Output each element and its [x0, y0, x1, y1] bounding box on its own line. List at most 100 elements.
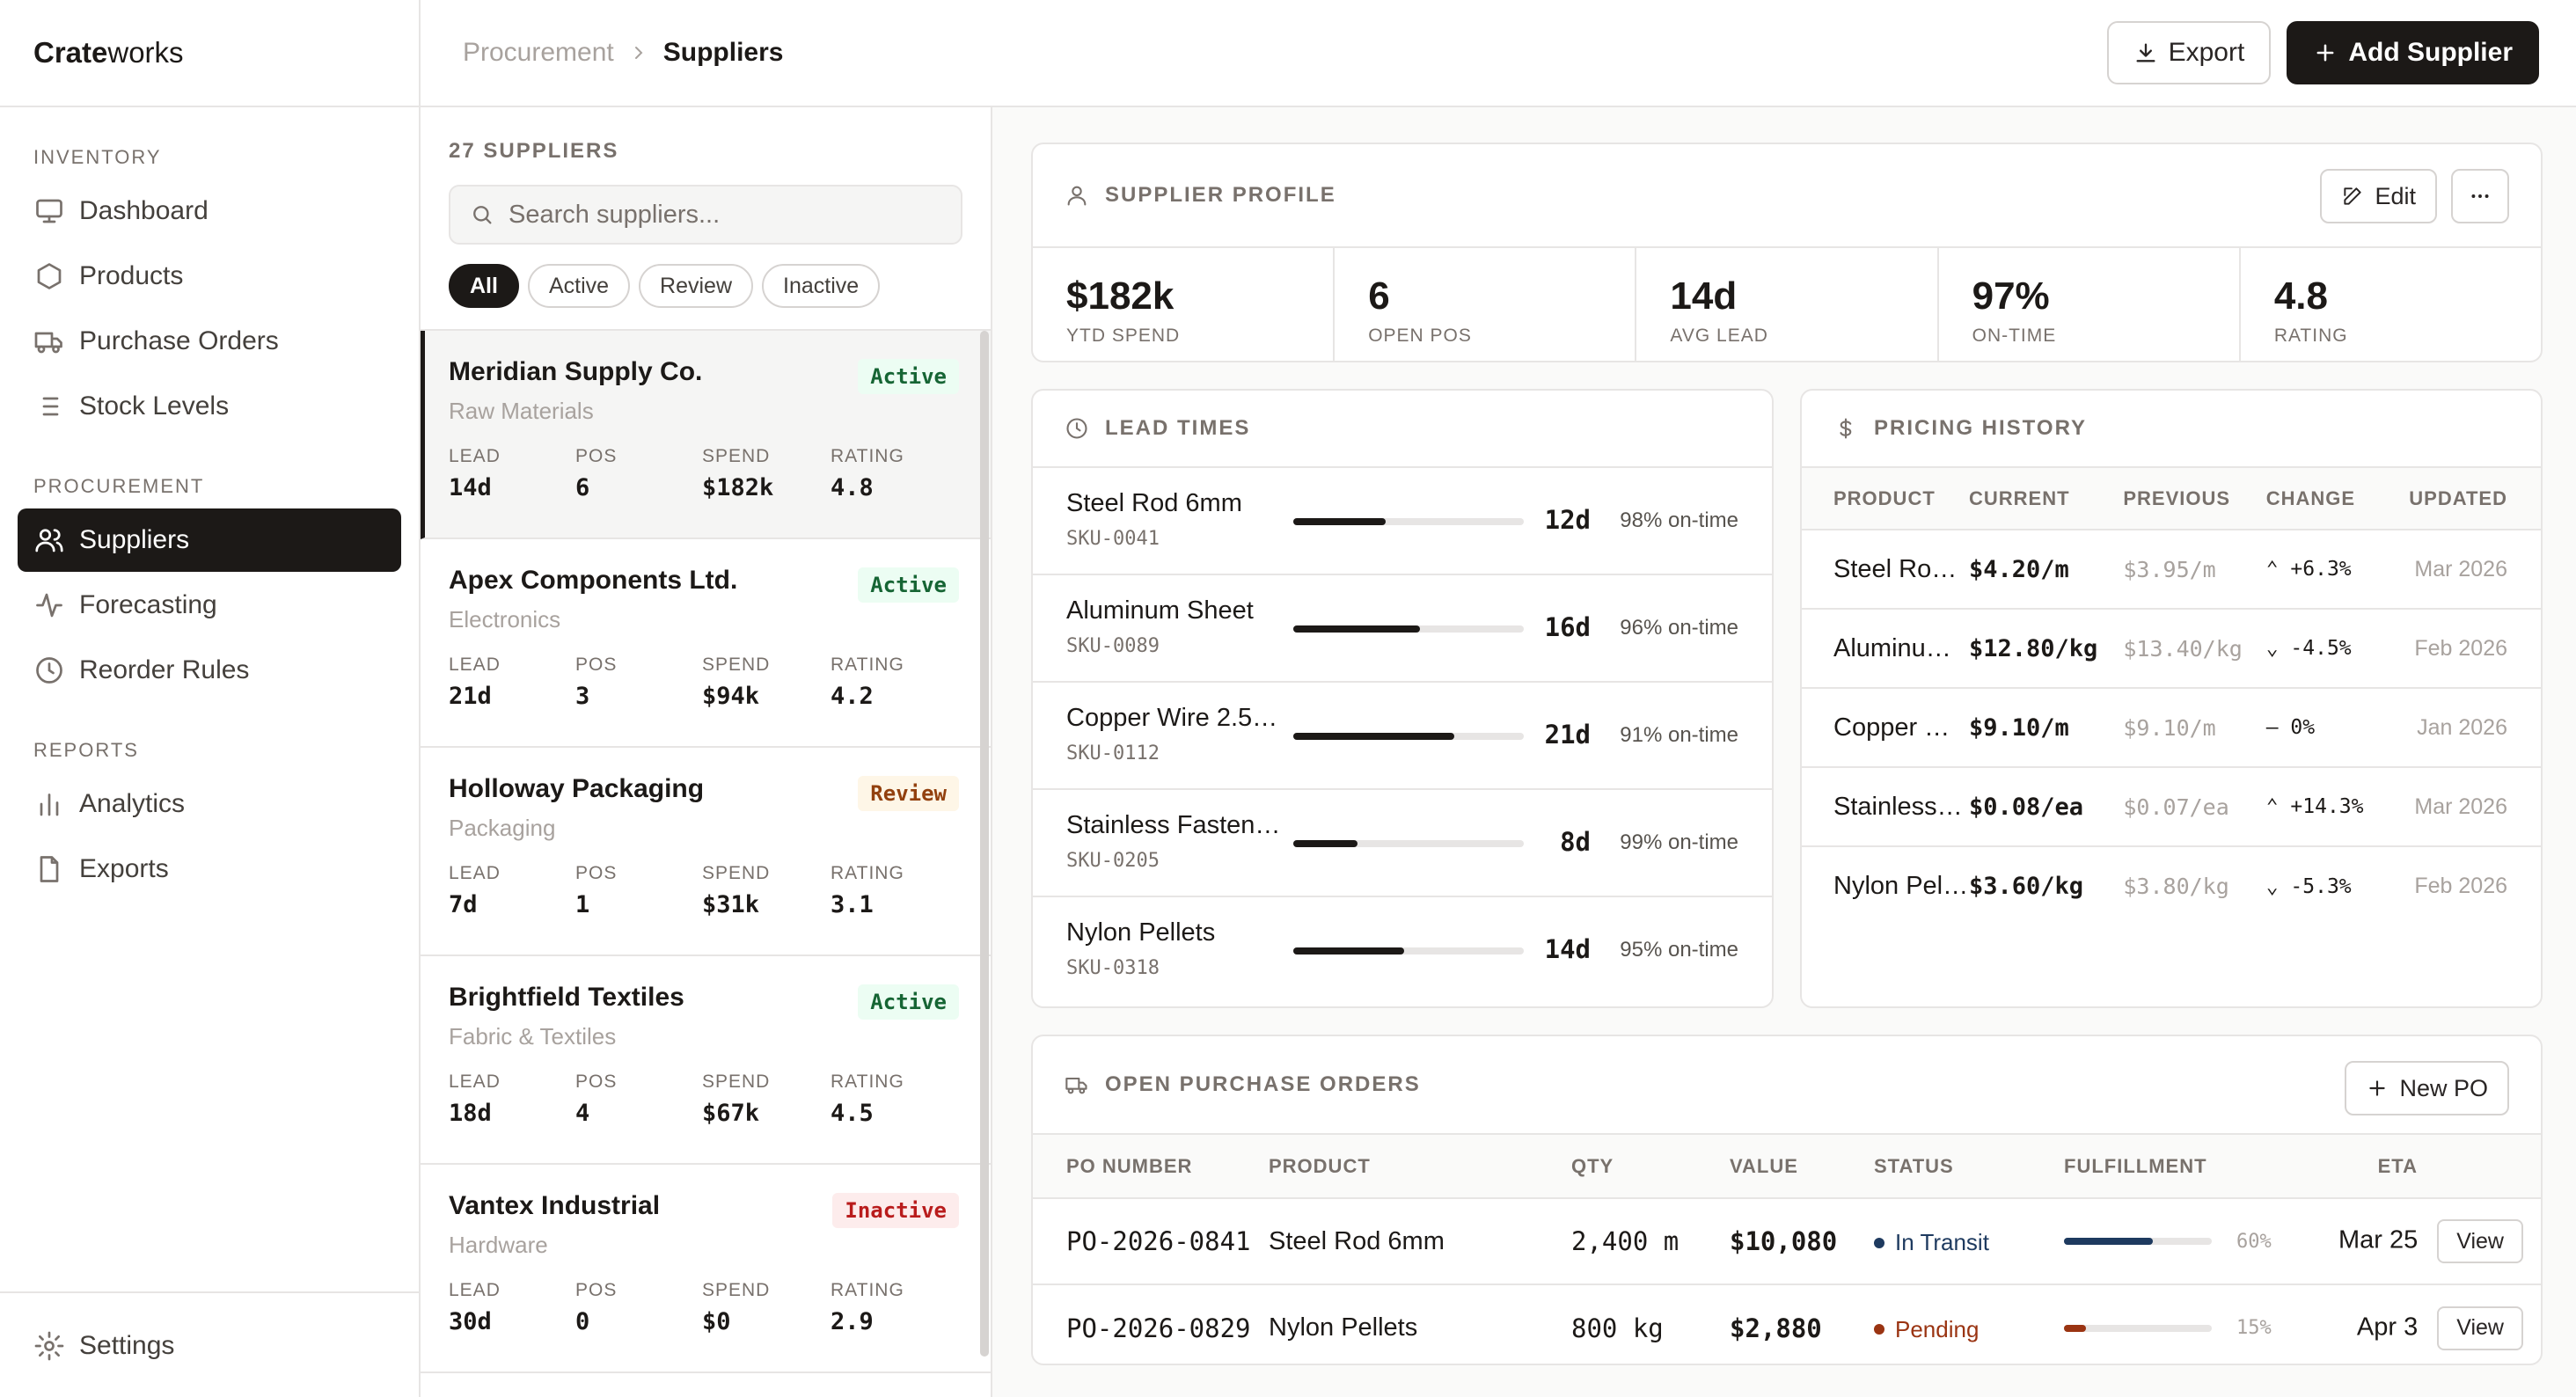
new-po-button[interactable]: New PO	[2345, 1061, 2509, 1115]
lead-row: Nylon Pellets SKU-0318 14d 95% on-time	[1033, 897, 1772, 1005]
brand-logo[interactable]: Crate works	[0, 0, 419, 107]
orders-header-row: PO NUMBER PRODUCT QTY VALUE STATUS FULFI…	[1033, 1135, 2541, 1199]
lead-on-time: 96% on-time	[1620, 616, 1738, 640]
col-fulfillment[interactable]: FULFILLMENT	[2064, 1135, 2302, 1199]
sidebar-item-reorder-rules[interactable]: Reorder Rules	[18, 639, 401, 702]
metric-value: 0	[575, 1308, 590, 1335]
metric-label: LEAD	[449, 1072, 501, 1092]
filter-active[interactable]: Active	[527, 264, 631, 308]
stat-value: 97%	[1972, 274, 2050, 318]
col-eta[interactable]: ETA	[2302, 1135, 2541, 1199]
list-scrollbar[interactable]	[980, 331, 989, 1357]
col-previous[interactable]: PREVIOUS	[2123, 468, 2266, 530]
chevron-right-icon	[634, 47, 643, 59]
price-change: ⌃ +6.3%	[2265, 530, 2383, 610]
supplier-card[interactable]: Meridian Supply Co. Raw Materials Active…	[421, 331, 991, 539]
sidebar-item-dashboard[interactable]: Dashboard	[18, 179, 401, 243]
sidebar-item-forecasting[interactable]: Forecasting	[18, 574, 401, 637]
price-previous: $13.40/kg	[2123, 609, 2266, 689]
table-row[interactable]: PO-2026-0841 Steel Rod 6mm 2,400 m $10,0…	[1033, 1198, 2541, 1285]
fulfillment-percent: 60%	[2236, 1230, 2272, 1253]
supplier-card[interactable]: Brightfield Textiles Fabric & Textiles A…	[421, 956, 991, 1165]
metric-lead: LEAD 18d	[449, 1072, 575, 1127]
col-value[interactable]: VALUE	[1730, 1135, 1874, 1199]
clock-icon	[1066, 418, 1087, 439]
price-change-value: -4.5%	[2290, 637, 2352, 660]
breadcrumb-procurement[interactable]: Procurement	[463, 38, 614, 67]
status-badge: Active	[858, 984, 959, 1020]
metric-label: SPEND	[702, 655, 771, 675]
metric-label: SPEND	[702, 863, 771, 883]
supplier-card[interactable]: Vantex Industrial Hardware Inactive LEAD…	[421, 1165, 991, 1373]
metric-spend: SPEND $0	[702, 1280, 831, 1335]
table-row[interactable]: Nylon Pell… $3.60/kg $3.80/kg ⌄ -5.3% Fe…	[1802, 846, 2541, 925]
pricing-history-title: PRICING HISTORY	[1874, 416, 2088, 440]
metric-value: 7d	[449, 891, 478, 918]
sidebar-item-exports[interactable]: Exports	[18, 837, 401, 901]
supplier-card[interactable]: Holloway Packaging Packaging Review LEAD…	[421, 748, 991, 956]
col-current[interactable]: CURRENT	[1969, 468, 2124, 530]
nav-section-inventory: INVENTORY	[33, 146, 162, 168]
col-change[interactable]: CHANGE	[2265, 468, 2383, 530]
search-box[interactable]	[449, 185, 962, 245]
table-row[interactable]: Stainless … $0.08/ea $0.07/ea ⌃ +14.3% M…	[1802, 767, 2541, 847]
search-input[interactable]	[509, 200, 948, 230]
plus-icon	[2316, 44, 2334, 62]
filter-review[interactable]: Review	[639, 264, 754, 308]
sidebar-item-stock-levels[interactable]: Stock Levels	[18, 375, 401, 438]
po-eta: Apr 3	[2356, 1313, 2419, 1341]
add-supplier-button[interactable]: Add Supplier	[2287, 21, 2539, 84]
export-button[interactable]: Export	[2106, 21, 2272, 84]
more-options-button[interactable]	[2451, 169, 2509, 223]
metric-label: POS	[575, 446, 618, 466]
view-button[interactable]: View	[2437, 1219, 2523, 1263]
lead-bar-track	[1293, 625, 1524, 633]
sidebar-item-label: Exports	[79, 854, 169, 883]
view-button[interactable]: View	[2437, 1306, 2523, 1350]
status-dot	[1874, 1324, 1884, 1335]
fulfillment-percent: 15%	[2236, 1317, 2272, 1339]
table-row[interactable]: PO-2026-0829 Nylon Pellets 800 kg $2,880…	[1033, 1284, 2541, 1364]
col-product[interactable]: PRODUCT	[1269, 1135, 1571, 1199]
sidebar-item-label: Purchase Orders	[79, 326, 279, 355]
price-previous: $9.10/m	[2123, 688, 2266, 768]
sidebar-item-purchase-orders[interactable]: Purchase Orders	[18, 310, 401, 373]
col-po-number[interactable]: PO NUMBER	[1033, 1135, 1269, 1199]
stat-value: 4.8	[2273, 274, 2328, 318]
filter-inactive[interactable]: Inactive	[762, 264, 881, 308]
supplier-category: Hardware	[449, 1232, 548, 1258]
lead-sku: SKU-0089	[1066, 635, 1160, 657]
lead-bar-track	[1293, 518, 1524, 525]
sidebar-item-suppliers[interactable]: Suppliers	[18, 508, 401, 572]
po-status-cell: Pending	[1874, 1284, 2064, 1364]
metric-pos: POS 0	[575, 1280, 702, 1335]
export-button-label: Export	[2168, 38, 2245, 67]
lead-on-time: 98% on-time	[1620, 508, 1738, 532]
col-product[interactable]: PRODUCT	[1802, 468, 1969, 530]
supplier-metrics: LEAD 18d POS 4 SPEND $67k RATING 4.5	[449, 1072, 959, 1127]
table-row[interactable]: Steel Rod … $4.20/m $3.95/m ⌃ +6.3% Mar …	[1802, 530, 2541, 610]
arrow-up-icon: ⌃	[2265, 558, 2291, 581]
lead-days: 8d	[1560, 827, 1591, 857]
stat-open-pos: 6 OPEN POS	[1335, 248, 1637, 361]
dollar-icon	[1840, 418, 1852, 439]
sidebar-item-analytics[interactable]: Analytics	[18, 772, 401, 836]
price-updated: Mar 2026	[2382, 767, 2541, 847]
metric-value: $0	[702, 1308, 731, 1335]
col-updated[interactable]: UPDATED	[2382, 468, 2541, 530]
sidebar-item-products[interactable]: Products	[18, 245, 401, 308]
supplier-card[interactable]: Apex Components Ltd. Electronics Active …	[421, 539, 991, 748]
table-row[interactable]: Aluminum… $12.80/kg $13.40/kg ⌄ -4.5% Fe…	[1802, 609, 2541, 689]
metric-label: RATING	[831, 655, 904, 675]
col-status[interactable]: STATUS	[1874, 1135, 2064, 1199]
col-qty[interactable]: QTY	[1571, 1135, 1730, 1199]
lead-days: 14d	[1544, 934, 1591, 964]
stat-value: 6	[1368, 274, 1390, 318]
price-change-value: 0%	[2290, 716, 2316, 739]
filter-all[interactable]: All	[449, 264, 519, 308]
sidebar-item-label: Reorder Rules	[79, 655, 250, 684]
edit-button[interactable]: Edit	[2320, 169, 2437, 223]
sidebar-item-settings[interactable]: Settings	[18, 1314, 401, 1378]
arrow-down-icon: ⌄	[2265, 874, 2291, 898]
table-row[interactable]: Copper … $9.10/m $9.10/m — 0% Jan 2026	[1802, 688, 2541, 768]
